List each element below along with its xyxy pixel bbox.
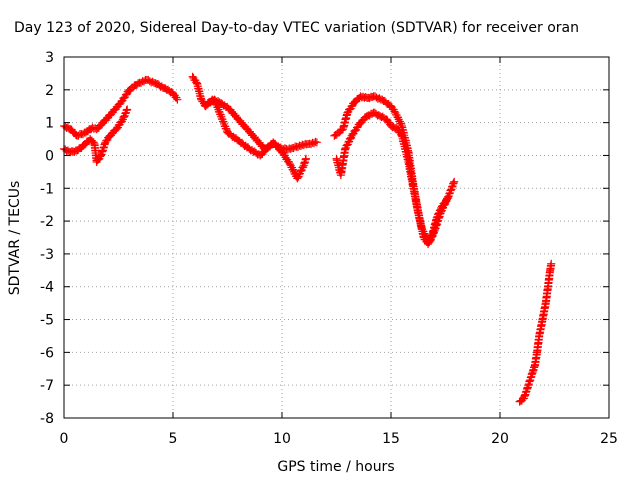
series-4 [203,95,310,183]
data-point [301,154,310,163]
y-tick-label: -6 [40,345,54,361]
x-tick-label: 20 [491,431,509,447]
x-tick-label: 5 [169,431,178,447]
series-7 [515,259,556,406]
plot-frame [63,56,610,419]
series-6 [330,92,452,249]
y-tick-label: -8 [40,411,54,427]
data-point [312,138,321,147]
data-point [123,105,132,114]
y-axis-label: SDTVAR / TECUs [7,181,23,296]
y-tick-label: 2 [45,83,54,99]
x-tick-label: 0 [60,431,69,447]
data-point [341,144,350,153]
y-tick-label: -7 [40,378,54,394]
data-point [547,259,556,268]
chart-title: Day 123 of 2020, Sidereal Day-to-day VTE… [14,20,579,36]
data-point [450,177,459,186]
x-tick-label: 25 [600,431,618,447]
y-tick-label: -2 [40,214,54,230]
series-5 [332,108,459,245]
y-tick-label: 1 [45,116,54,132]
y-tick-label: -1 [40,181,54,197]
x-tick-label: 15 [382,431,400,447]
axis-ticks: 0 5 10 15 20 25 -8 -7 -6 -5 -4 -3 -2 -1 0 1 2 3 [40,50,618,447]
x-axis-label: GPS time / hours [277,459,394,475]
data-point [173,95,182,104]
x-tick-label: 10 [273,431,291,447]
series-3 [188,72,321,154]
data-point [432,213,441,222]
series-1 [60,75,182,140]
data-point [443,194,452,203]
grid-lines [64,57,609,418]
y-tick-label: -4 [40,280,54,296]
data-point [293,174,302,183]
y-tick-label: -3 [40,247,54,263]
data-point [112,125,121,134]
y-tick-label: -5 [40,313,54,329]
y-tick-label: 3 [45,50,54,66]
series-2 [60,105,132,167]
data-points [60,72,556,406]
y-tick-label: 0 [45,148,54,164]
